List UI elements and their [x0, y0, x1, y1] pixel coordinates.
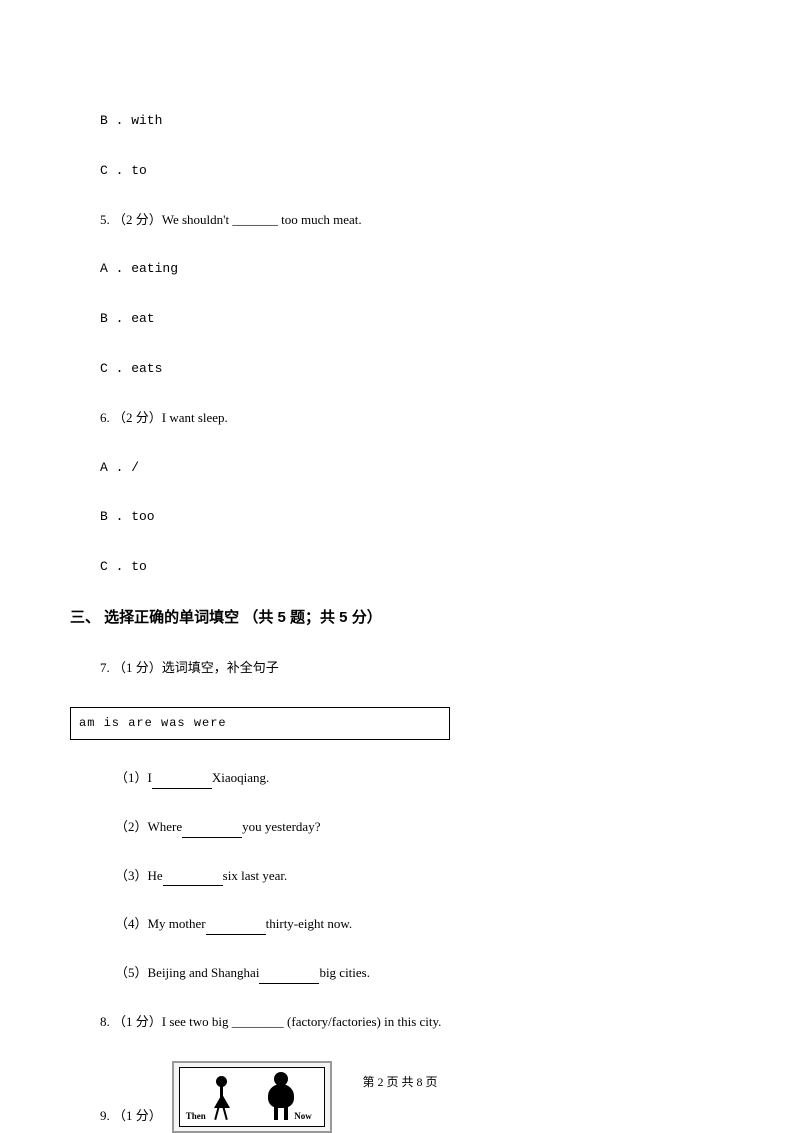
sub-pre: （5）Beijing and Shanghai	[115, 965, 259, 980]
word-bank-text: am is are was were	[79, 716, 227, 730]
option-text: B . too	[100, 509, 155, 524]
question-text: 8. （1 分）I see two big ________ (factory/…	[100, 1014, 441, 1029]
q5-prompt: 5. （2 分）We shouldn't _______ too much me…	[70, 210, 730, 231]
q6-option-b: B . too	[70, 506, 730, 528]
blank-fill	[206, 921, 266, 935]
sub-post: thirty-eight now.	[266, 916, 353, 931]
sub-post: Xiaoqiang.	[212, 770, 269, 785]
sub-pre: （3）He	[115, 868, 163, 883]
sub-post: big cities.	[319, 965, 370, 980]
sub-post: six last year.	[223, 868, 288, 883]
q7-sub-5: （5）Beijing and Shanghai big cities.	[70, 963, 730, 984]
option-text: A . /	[100, 460, 139, 475]
question-text: 5. （2 分）We shouldn't _______ too much me…	[100, 212, 362, 227]
option-text: C . to	[100, 559, 147, 574]
option-text: A . eating	[100, 261, 178, 276]
q8-prompt: 8. （1 分）I see two big ________ (factory/…	[70, 1012, 730, 1033]
q7-prompt: 7. （1 分）选词填空，补全句子	[70, 658, 730, 679]
q4-option-c: C . to	[70, 160, 730, 182]
question-text: 7. （1 分）选词填空，补全句子	[100, 660, 279, 675]
q4-option-b: B . with	[70, 110, 730, 132]
sub-pre: （2）Where	[115, 819, 182, 834]
q7-sub-4: （4）My mother thirty-eight now.	[70, 914, 730, 935]
blank-fill	[152, 775, 212, 789]
q6-prompt: 6. （2 分）I want sleep.	[70, 408, 730, 429]
image-label-then: Then	[186, 1109, 206, 1123]
then-now-image: Then Now	[172, 1061, 332, 1133]
blank-fill	[259, 970, 319, 984]
q9-prompt-text: 9. （1 分）	[100, 1106, 162, 1133]
q5-option-a: A . eating	[70, 258, 730, 280]
section-title: 三、 选择正确的单词填空 （共 5 题；共 5 分）	[70, 609, 382, 626]
sub-post: you yesterday?	[242, 819, 320, 834]
q7-sub-1: （1）I Xiaoqiang.	[70, 768, 730, 789]
q5-option-c: C . eats	[70, 358, 730, 380]
sub-pre: （4）My mother	[115, 916, 206, 931]
question-text: 6. （2 分）I want sleep.	[100, 410, 228, 425]
page-number: 第 2 页 共 8 页	[362, 1075, 437, 1089]
section-3-header: 三、 选择正确的单词填空 （共 5 题；共 5 分）	[70, 606, 730, 630]
blank-fill	[182, 824, 242, 838]
option-text: C . eats	[100, 361, 162, 376]
q9-row: 9. （1 分） Then Now	[70, 1061, 730, 1133]
option-text: C . to	[100, 163, 147, 178]
image-label-now: Now	[294, 1109, 312, 1123]
q7-sub-2: （2）Where you yesterday?	[70, 817, 730, 838]
option-text: B . eat	[100, 311, 155, 326]
q6-option-a: A . /	[70, 457, 730, 479]
q5-option-b: B . eat	[70, 308, 730, 330]
sub-pre: （1）I	[115, 770, 152, 785]
option-text: B . with	[100, 113, 162, 128]
page-footer: 第 2 页 共 8 页	[0, 1073, 800, 1092]
q7-sub-3: （3）He six last year.	[70, 866, 730, 887]
word-bank-box: am is are was were	[70, 707, 450, 740]
blank-fill	[163, 872, 223, 886]
q6-option-c: C . to	[70, 556, 730, 578]
